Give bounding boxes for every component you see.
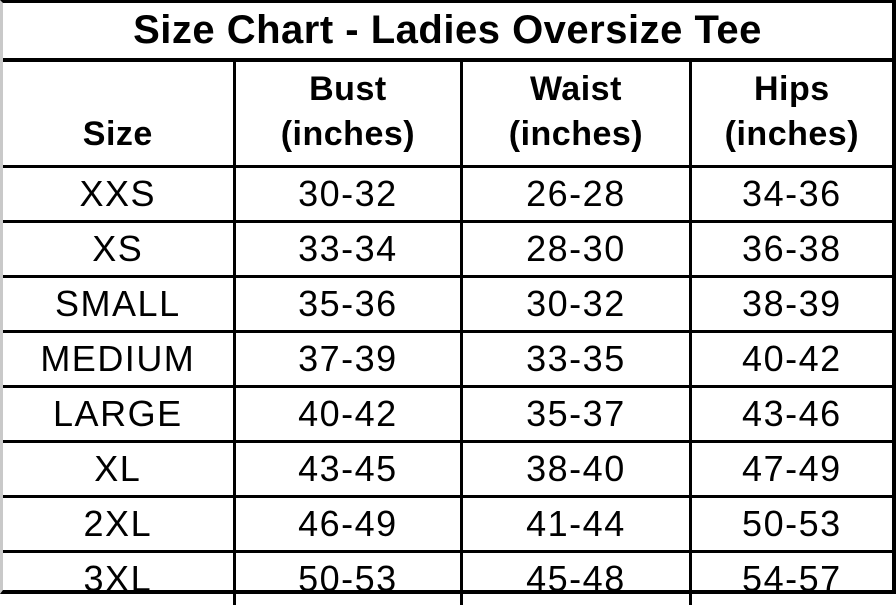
column-header-hips-unit: (inches)	[692, 112, 892, 157]
size-cell: XXS	[3, 167, 234, 222]
size-cell: SMALL	[3, 277, 234, 332]
header-row: Size Bust (inches) Waist (inches) Hips (…	[3, 60, 892, 167]
bust-cell: 46-49	[234, 497, 462, 552]
waist-cell: 30-32	[462, 277, 690, 332]
hips-cell: 54-57	[690, 552, 892, 605]
bust-cell: 43-45	[234, 442, 462, 497]
column-header-size: Size	[3, 60, 234, 167]
waist-cell: 26-28	[462, 167, 690, 222]
waist-cell: 41-44	[462, 497, 690, 552]
size-cell: XL	[3, 442, 234, 497]
table-row-xl: XL 43-45 38-40 47-49	[3, 442, 892, 497]
column-header-size-label: Size	[3, 112, 233, 157]
hips-cell: 43-46	[690, 387, 892, 442]
table-row-xs: XS 33-34 28-30 36-38	[3, 222, 892, 277]
column-header-bust: Bust (inches)	[234, 60, 462, 167]
table-row-xxs: XXS 30-32 26-28 34-36	[3, 167, 892, 222]
size-cell: 2XL	[3, 497, 234, 552]
column-header-waist: Waist (inches)	[462, 60, 690, 167]
waist-cell: 33-35	[462, 332, 690, 387]
chart-title: Size Chart - Ladies Oversize Tee	[3, 3, 892, 60]
size-cell: MEDIUM	[3, 332, 234, 387]
waist-cell: 35-37	[462, 387, 690, 442]
hips-cell: 34-36	[690, 167, 892, 222]
hips-cell: 38-39	[690, 277, 892, 332]
size-cell: 3XL	[3, 552, 234, 605]
size-cell: XS	[3, 222, 234, 277]
column-header-bust-unit: (inches)	[236, 112, 461, 157]
bust-cell: 50-53	[234, 552, 462, 605]
hips-cell: 40-42	[690, 332, 892, 387]
waist-cell: 38-40	[462, 442, 690, 497]
table-row-small: SMALL 35-36 30-32 38-39	[3, 277, 892, 332]
table-row-medium: MEDIUM 37-39 33-35 40-42	[3, 332, 892, 387]
size-chart: Size Chart - Ladies Oversize Tee Size Bu…	[3, 3, 892, 605]
bust-cell: 33-34	[234, 222, 462, 277]
hips-cell: 36-38	[690, 222, 892, 277]
column-header-waist-label: Waist	[463, 67, 688, 112]
table-row-large: LARGE 40-42 35-37 43-46	[3, 387, 892, 442]
column-header-hips: Hips (inches)	[690, 60, 892, 167]
column-header-hips-label: Hips	[692, 67, 892, 112]
bust-cell: 30-32	[234, 167, 462, 222]
table-row-2xl: 2XL 46-49 41-44 50-53	[3, 497, 892, 552]
hips-cell: 50-53	[690, 497, 892, 552]
title-row: Size Chart - Ladies Oversize Tee	[3, 3, 892, 60]
bust-cell: 35-36	[234, 277, 462, 332]
table-row-3xl: 3XL 50-53 45-48 54-57	[3, 552, 892, 605]
column-header-bust-label: Bust	[236, 67, 461, 112]
bust-cell: 40-42	[234, 387, 462, 442]
waist-cell: 45-48	[462, 552, 690, 605]
waist-cell: 28-30	[462, 222, 690, 277]
bust-cell: 37-39	[234, 332, 462, 387]
size-cell: LARGE	[3, 387, 234, 442]
hips-cell: 47-49	[690, 442, 892, 497]
column-header-waist-unit: (inches)	[463, 112, 688, 157]
